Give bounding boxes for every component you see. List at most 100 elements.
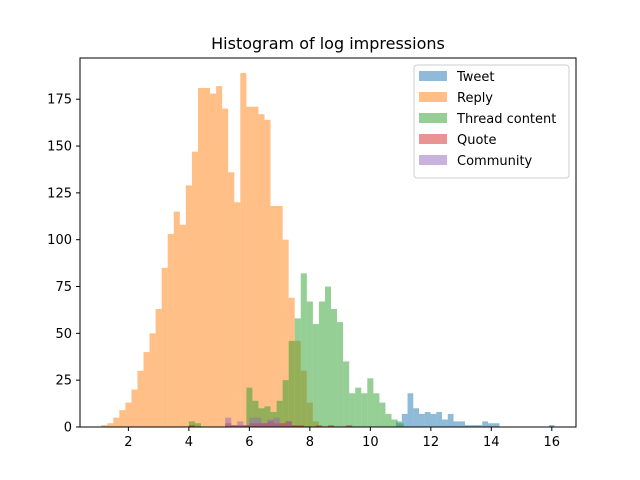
bar-tweet-5 xyxy=(424,412,431,427)
legend: Tweet Reply Thread content Quote Community xyxy=(413,64,570,179)
x-tick-label: 10 xyxy=(362,435,379,450)
bar-thread-content-11 xyxy=(300,273,307,427)
y-axis: 0 25 50 75 100 125 150 175 xyxy=(47,93,80,436)
bar-reply-27 xyxy=(264,119,271,427)
bar-thread-content-13 xyxy=(312,323,319,427)
bar-reply-19 xyxy=(216,86,223,427)
bar-tweet-1 xyxy=(401,413,408,427)
bar-thread-content-24 xyxy=(379,402,386,427)
bar-quote-14 xyxy=(315,425,322,427)
bar-reply-16 xyxy=(197,87,204,427)
legend-swatch-community xyxy=(419,155,447,165)
bar-thread-content-9 xyxy=(288,340,295,427)
bar-quote-16 xyxy=(346,425,353,427)
bar-community-2 xyxy=(237,421,244,427)
bar-reply-18 xyxy=(210,93,217,427)
bar-reply-4 xyxy=(125,402,132,427)
bar-tweet-16 xyxy=(487,423,494,427)
legend-label-tweet: Tweet xyxy=(456,70,495,85)
legend-label-quote: Quote xyxy=(457,133,497,148)
bar-community-5 xyxy=(255,417,262,427)
bar-reply-12 xyxy=(173,211,180,427)
chart-title: Histogram of log impressions xyxy=(211,34,445,53)
bar-tweet-7 xyxy=(436,412,443,427)
bar-tweet-18 xyxy=(548,425,555,427)
bar-community-0 xyxy=(225,417,232,427)
legend-label-community: Community xyxy=(457,154,533,169)
bar-reply-29 xyxy=(276,205,283,427)
bar-thread-content-7 xyxy=(276,400,283,427)
bar-reply-9 xyxy=(155,308,162,427)
bar-community-9 xyxy=(279,425,286,427)
bar-reply-24 xyxy=(246,106,253,427)
bar-thread-content-3 xyxy=(252,400,259,427)
y-tick-label: 50 xyxy=(55,327,72,342)
bar-community-4 xyxy=(249,417,256,427)
bar-community-1 xyxy=(231,425,238,427)
bar-thread-content-20 xyxy=(355,387,362,427)
bar-thread-content-5 xyxy=(264,406,271,427)
bar-reply-7 xyxy=(143,352,150,427)
bar-reply-0 xyxy=(101,425,108,427)
bar-reply-26 xyxy=(258,114,265,427)
x-tick-label: 8 xyxy=(306,435,314,450)
bar-quote-10 xyxy=(279,423,286,427)
bar-tweet-12 xyxy=(465,425,471,427)
bar-thread-content-22 xyxy=(367,378,374,427)
bar-thread-content-16 xyxy=(331,308,338,427)
bar-thread-content-15 xyxy=(324,286,332,427)
bar-thread-content-0 xyxy=(188,421,195,427)
bar-tweet-13 xyxy=(470,425,477,427)
bar-thread-content-27 xyxy=(397,423,404,427)
y-tick-label: 150 xyxy=(47,140,72,155)
bar-tweet-11 xyxy=(459,421,466,427)
x-tick-label: 2 xyxy=(124,435,132,450)
bar-tweet-6 xyxy=(430,413,437,427)
bar-reply-11 xyxy=(167,234,174,427)
y-tick-label: 125 xyxy=(47,186,72,201)
y-tick-label: 25 xyxy=(55,374,72,389)
bar-thread-content-17 xyxy=(337,322,344,427)
x-axis: 2 4 6 8 10 12 14 16 xyxy=(124,427,560,450)
bar-thread-content-1 xyxy=(194,423,201,427)
bar-thread-content-26 xyxy=(391,419,398,427)
bar-quote-12 xyxy=(291,425,298,427)
bar-reply-25 xyxy=(252,106,259,427)
y-tick-label: 175 xyxy=(47,93,72,108)
bar-thread-content-21 xyxy=(361,393,368,427)
bar-tweet-3 xyxy=(413,408,420,427)
y-tick-label: 100 xyxy=(47,233,72,248)
bar-reply-10 xyxy=(161,267,168,427)
bar-reply-14 xyxy=(185,185,192,427)
bar-thread-content-18 xyxy=(343,361,350,427)
bar-reply-21 xyxy=(228,172,235,427)
bar-thread-content-19 xyxy=(349,393,356,427)
bar-community-6 xyxy=(261,423,268,427)
legend-swatch-quote xyxy=(419,134,447,144)
bar-thread-content-2 xyxy=(246,387,253,427)
bar-reply-28 xyxy=(270,205,277,427)
bar-reply-17 xyxy=(204,87,211,427)
bar-reply-3 xyxy=(119,410,126,427)
x-tick-label: 4 xyxy=(185,435,193,450)
bar-community-10 xyxy=(285,421,292,427)
bar-reply-1 xyxy=(107,423,114,427)
legend-swatch-tweet xyxy=(419,71,447,81)
legend-swatch-reply xyxy=(419,92,447,102)
bar-reply-20 xyxy=(222,108,229,427)
legend-box xyxy=(413,64,570,179)
y-tick-label: 0 xyxy=(64,421,72,436)
y-tick-label: 75 xyxy=(55,280,72,295)
bar-quote-0 xyxy=(188,425,195,427)
bar-reply-5 xyxy=(131,389,138,427)
bar-reply-13 xyxy=(179,224,186,427)
bar-community-7 xyxy=(267,419,274,427)
bar-community-8 xyxy=(273,417,280,427)
bar-thread-content-10 xyxy=(294,318,301,427)
bar-tweet-17 xyxy=(493,423,500,427)
bar-thread-content-8 xyxy=(282,380,289,427)
legend-label-thread-content: Thread content xyxy=(456,112,556,127)
x-tick-label: 14 xyxy=(483,435,500,450)
bar-thread-content-25 xyxy=(385,413,392,427)
